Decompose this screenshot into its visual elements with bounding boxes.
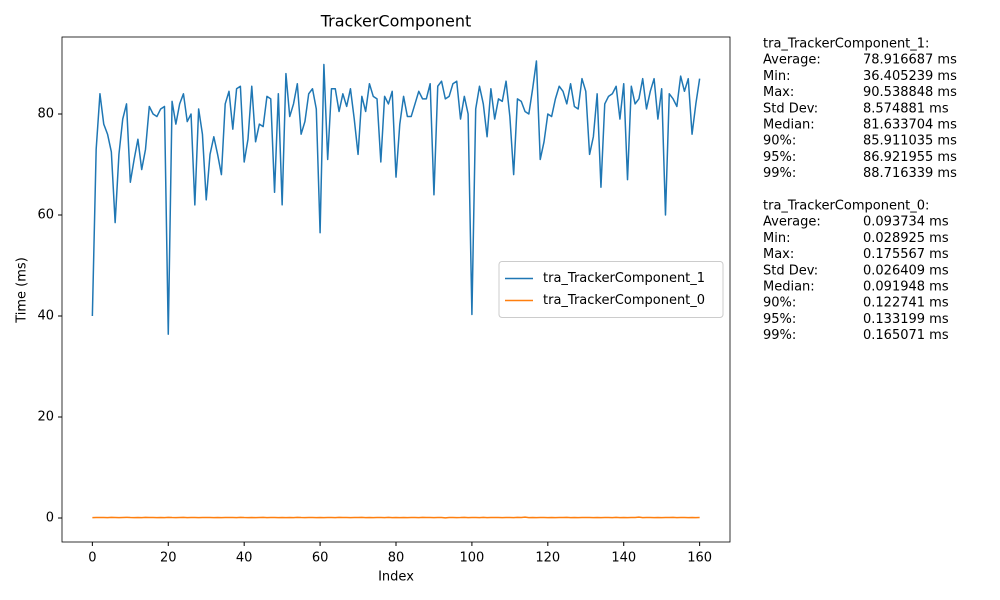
stats-value: 36.405239 ms: [863, 69, 957, 84]
y-tick-label: 60: [37, 208, 54, 223]
stats-label: Max:: [763, 247, 794, 262]
chart-title: TrackerComponent: [320, 12, 472, 31]
stats-label: Average:: [763, 53, 821, 68]
stats-value: 0.175567 ms: [863, 247, 949, 262]
stats-value: 8.574881 ms: [863, 101, 949, 116]
x-tick-label: 20: [160, 551, 177, 566]
stats-label: Max:: [763, 85, 794, 100]
x-tick-label: 80: [388, 551, 405, 566]
stats-label: Median:: [763, 280, 815, 295]
y-tick-label: 80: [37, 107, 54, 122]
stats-label: Min:: [763, 231, 790, 246]
stats-value: 0.165071 ms: [863, 328, 949, 343]
stats-value: 0.133199 ms: [863, 312, 949, 327]
legend-box: [498, 261, 724, 318]
series-line: [91, 60, 701, 335]
stats-value: 88.716339 ms: [863, 166, 957, 181]
stats-label: Median:: [763, 118, 815, 133]
stats-label: Std Dev:: [763, 101, 818, 116]
x-tick-label: 0: [88, 551, 96, 566]
stats-label: Average:: [763, 215, 821, 230]
stats-value: 78.916687 ms: [863, 53, 957, 68]
stats-label: 99%:: [763, 166, 796, 181]
y-tick-label: 40: [37, 309, 54, 324]
stats-value: 86.921955 ms: [863, 150, 957, 165]
stats-value: 0.028925 ms: [863, 231, 949, 246]
stats-value: 0.026409 ms: [863, 263, 949, 278]
stats-label: 90%:: [763, 134, 796, 149]
stats-value: 0.122741 ms: [863, 296, 949, 311]
y-tick-label: 0: [46, 511, 54, 526]
legend-label: tra_TrackerComponent_1: [543, 271, 705, 286]
stats-value: 81.633704 ms: [863, 118, 957, 133]
stats-value: 0.093734 ms: [863, 215, 949, 230]
x-axis-label: Index: [378, 570, 414, 585]
x-tick-label: 100: [459, 551, 484, 566]
y-tick-label: 20: [37, 410, 54, 425]
stats-title: tra_TrackerComponent_0:: [763, 199, 929, 214]
x-tick-label: 60: [312, 551, 329, 566]
x-tick-label: 40: [236, 551, 253, 566]
legend-label: tra_TrackerComponent_0: [543, 293, 705, 308]
stats-label: 95%:: [763, 150, 796, 165]
stats-value: 0.091948 ms: [863, 280, 949, 295]
stats-label: 99%:: [763, 328, 796, 343]
series-line: [92, 516, 700, 519]
stats-label: Std Dev:: [763, 263, 818, 278]
y-axis-label: Time (ms): [15, 257, 30, 324]
stats-title: tra_TrackerComponent_1:: [763, 37, 929, 52]
stats-value: 85.911035 ms: [863, 134, 957, 149]
x-tick-label: 120: [535, 551, 560, 566]
stats-value: 90.538848 ms: [863, 85, 957, 100]
x-tick-label: 160: [687, 551, 712, 566]
stats-label: Min:: [763, 69, 790, 84]
stats-label: 95%:: [763, 312, 796, 327]
x-tick-label: 140: [611, 551, 636, 566]
plot-frame: [61, 36, 731, 543]
stats-label: 90%:: [763, 296, 796, 311]
